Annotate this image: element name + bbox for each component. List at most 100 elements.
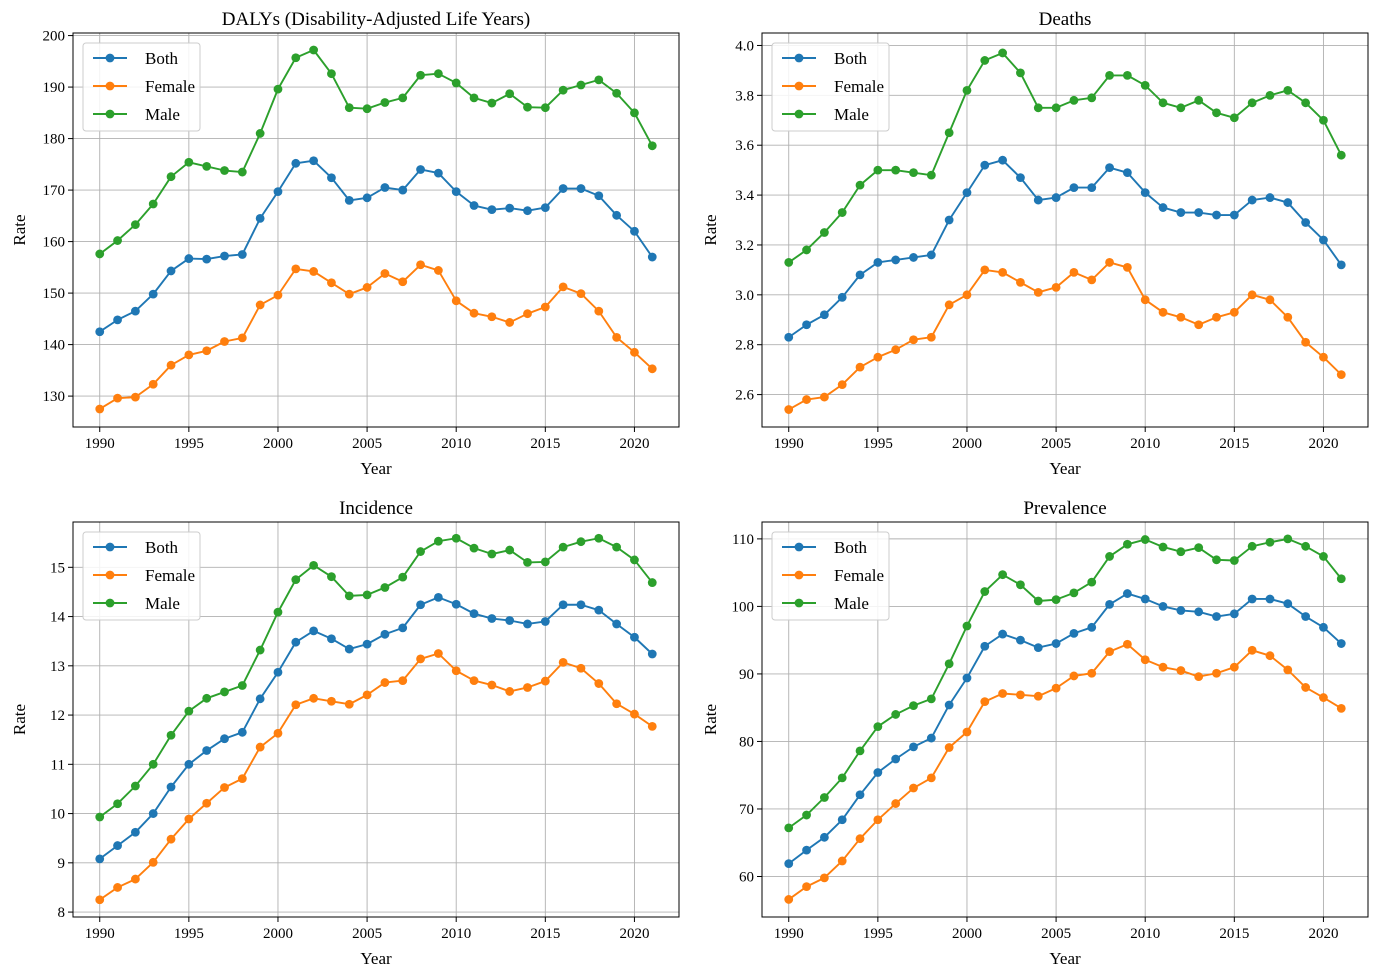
point-male-1998 [237, 167, 247, 177]
point-both-1995 [873, 768, 883, 777]
point-both-2005 [1051, 193, 1061, 202]
point-both-1999 [944, 700, 954, 710]
point-both-2019 [612, 619, 622, 629]
point-female-2012 [1176, 312, 1186, 322]
y-tick-label: 70 [739, 802, 754, 818]
point-male-2016 [558, 85, 568, 95]
point-both-1998 [237, 727, 247, 737]
y-tick-label: 15 [50, 560, 65, 576]
point-both-2016 [558, 184, 568, 193]
point-both-2006 [1069, 183, 1079, 193]
point-both-1994 [166, 266, 176, 276]
y-tick-label: 60 [739, 869, 754, 885]
point-both-1999 [944, 215, 954, 225]
point-male-1999 [944, 659, 954, 669]
point-male-1996 [891, 710, 901, 719]
point-female-1998 [926, 332, 936, 342]
point-male-2019 [1301, 98, 1311, 108]
point-female-2019 [1301, 683, 1311, 692]
point-male-2013 [505, 545, 515, 555]
point-both-2010 [1140, 188, 1150, 197]
point-female-2020 [1319, 352, 1328, 362]
point-female-2020 [630, 709, 639, 719]
point-both-1994 [166, 782, 176, 792]
point-male-1994 [855, 180, 865, 190]
point-female-2004 [344, 699, 354, 709]
point-male-2018 [594, 75, 604, 85]
x-tick-label: 2020 [1308, 436, 1338, 452]
y-axis-label: Rate [701, 704, 720, 735]
point-both-2021 [1336, 639, 1346, 648]
point-female-1999 [255, 742, 265, 752]
x-tick-label: 1990 [774, 436, 804, 452]
legend-label-both: Both [834, 538, 868, 557]
point-female-1998 [237, 774, 247, 784]
point-female-2000 [962, 290, 972, 300]
point-female-1990 [784, 405, 794, 414]
y-tick-label: 180 [43, 132, 66, 148]
point-female-1995 [184, 814, 194, 824]
point-both-2015 [1229, 609, 1239, 619]
point-male-1998 [237, 681, 247, 690]
point-both-2001 [291, 158, 301, 168]
point-female-2021 [647, 721, 657, 731]
point-male-1996 [202, 161, 212, 171]
legend-label-male: Male [834, 105, 869, 124]
point-female-1990 [95, 895, 105, 905]
x-tick-label: 2015 [530, 926, 560, 942]
point-male-2021 [647, 578, 657, 587]
point-both-2021 [1336, 260, 1346, 270]
point-male-2005 [1051, 103, 1061, 113]
point-both-1994 [855, 790, 865, 800]
point-both-2007 [398, 185, 408, 195]
panel-prevalence: 1990 1995 2000 2005 2010 2015 2020 60 70 80 90 100 1… [701, 498, 1369, 968]
point-both-2017 [576, 600, 586, 610]
series-line-both [788, 592, 1342, 865]
point-female-1995 [184, 350, 194, 360]
point-male-2018 [1283, 85, 1293, 95]
point-female-2012 [487, 312, 497, 322]
point-both-1991 [802, 320, 811, 330]
point-female-1997 [909, 335, 918, 345]
point-both-1998 [926, 733, 936, 743]
point-female-2010 [451, 296, 461, 306]
point-both-2017 [1265, 193, 1275, 202]
point-both-1995 [873, 258, 883, 267]
point-male-2015 [540, 557, 550, 567]
point-female-2002 [998, 689, 1008, 698]
point-female-2008 [416, 260, 425, 270]
axes-frame [761, 32, 1369, 428]
legend-label-female: Female [834, 77, 884, 96]
point-female-2015 [1229, 307, 1239, 317]
point-female-1996 [202, 346, 212, 356]
point-female-1995 [873, 815, 883, 825]
point-male-2008 [416, 70, 425, 80]
point-both-1992 [819, 832, 829, 842]
point-male-2004 [1033, 596, 1043, 606]
point-female-1999 [255, 300, 265, 310]
point-female-2012 [487, 680, 497, 690]
point-female-2001 [291, 700, 301, 710]
point-female-1992 [130, 874, 140, 884]
point-female-2013 [1194, 320, 1204, 330]
x-tick-label: 2020 [1308, 926, 1338, 942]
point-both-2020 [1319, 235, 1328, 245]
point-female-1994 [855, 834, 865, 844]
point-both-2018 [1283, 599, 1293, 609]
point-female-1993 [837, 380, 847, 390]
point-male-1994 [166, 730, 176, 740]
point-both-2004 [1033, 195, 1043, 205]
point-female-2015 [1229, 662, 1239, 672]
series-line-both [788, 159, 1343, 339]
point-both-2021 [647, 649, 657, 659]
chart-title: Prevalence [1023, 498, 1106, 519]
point-male-2017 [576, 80, 586, 90]
point-male-2020 [630, 555, 639, 565]
legend-label-female: Female [834, 566, 884, 585]
point-female-2010 [451, 666, 461, 676]
point-both-2015 [1229, 210, 1239, 220]
point-both-2009 [433, 592, 443, 602]
x-axis-label: Year [360, 459, 392, 478]
point-both-2015 [540, 617, 550, 626]
x-axis-label: Year [360, 949, 392, 968]
